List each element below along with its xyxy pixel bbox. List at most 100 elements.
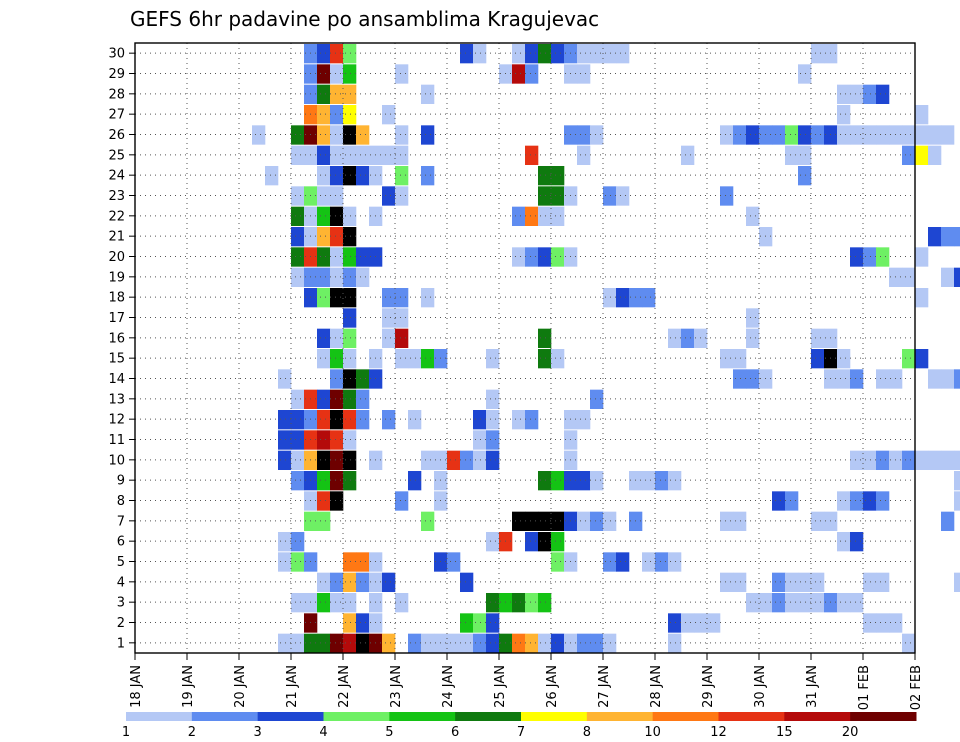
heatmap-cell xyxy=(291,389,305,409)
heatmap-cell xyxy=(486,389,500,409)
heatmap-cell xyxy=(278,410,292,430)
heatmap-cell xyxy=(304,84,318,104)
heatmap-cell xyxy=(343,430,357,450)
heatmap-cell xyxy=(603,511,617,531)
heatmap-cell xyxy=(681,328,695,348)
heatmap-cell xyxy=(343,227,357,247)
heatmap-cell xyxy=(837,369,851,389)
heatmap-cell xyxy=(577,44,591,64)
heatmap-cell xyxy=(304,206,318,226)
colorbar-label: 8 xyxy=(583,725,591,740)
heatmap-cell xyxy=(304,511,318,531)
heatmap-cell xyxy=(837,593,851,613)
heatmap-cell xyxy=(512,64,526,84)
heatmap-cell xyxy=(317,491,331,511)
heatmap-cell xyxy=(499,633,513,653)
heatmap-cell xyxy=(330,410,344,430)
heatmap-cell xyxy=(512,44,526,64)
colorbar-label: 10 xyxy=(644,725,661,740)
heatmap-cell xyxy=(291,145,305,165)
heatmap-cell xyxy=(811,511,825,531)
heatmap-cell xyxy=(733,125,747,145)
heatmap-cell xyxy=(616,552,630,572)
heatmap-cell xyxy=(395,64,409,84)
heatmap-cell xyxy=(837,349,851,369)
heatmap-cell xyxy=(343,267,357,287)
heatmap-cell xyxy=(382,288,396,308)
heatmap-cell xyxy=(915,247,929,267)
heatmap-cells xyxy=(252,44,960,653)
heatmap-cell xyxy=(954,450,960,470)
heatmap-cell xyxy=(941,369,955,389)
heatmap-cell xyxy=(941,125,955,145)
colorbar-label: 12 xyxy=(710,725,727,740)
heatmap-cell xyxy=(460,613,474,633)
heatmap-cell xyxy=(616,186,630,206)
heatmap-cell xyxy=(590,471,604,491)
heatmap-cell xyxy=(720,349,734,369)
heatmap-cell xyxy=(538,206,552,226)
heatmap-cell xyxy=(798,125,812,145)
x-tick-label: 29 JAN xyxy=(701,665,716,708)
heatmap-cell xyxy=(356,552,370,572)
colorbar-label: 3 xyxy=(254,725,262,740)
heatmap-cell xyxy=(681,613,695,633)
heatmap-cell xyxy=(304,450,318,470)
heatmap-cell xyxy=(915,125,929,145)
heatmap-cell xyxy=(343,44,357,64)
heatmap-cell xyxy=(824,511,838,531)
heatmap-cell xyxy=(317,247,331,267)
heatmap-cell xyxy=(590,633,604,653)
y-tick-label: 12 xyxy=(108,413,125,428)
heatmap-cell xyxy=(421,450,435,470)
heatmap-cell xyxy=(473,450,487,470)
y-tick-label: 25 xyxy=(108,148,125,163)
heatmap-cell xyxy=(538,349,552,369)
heatmap-cell xyxy=(317,349,331,369)
heatmap-cell xyxy=(642,288,656,308)
heatmap-cell xyxy=(317,64,331,84)
heatmap-cell xyxy=(876,491,890,511)
heatmap-cell xyxy=(473,633,487,653)
heatmap-cell xyxy=(538,247,552,267)
heatmap-cell xyxy=(408,471,422,491)
heatmap-cell xyxy=(447,450,461,470)
heatmap-cell xyxy=(616,44,630,64)
heatmap-cell xyxy=(603,44,617,64)
colorbar-swatch xyxy=(652,712,719,721)
heatmap-cell xyxy=(317,288,331,308)
heatmap-cell xyxy=(694,328,708,348)
colorbar-swatch xyxy=(455,712,522,721)
heatmap-cell xyxy=(395,349,409,369)
heatmap-cell xyxy=(564,511,578,531)
heatmap-cell xyxy=(577,511,591,531)
heatmap-cell xyxy=(577,64,591,84)
heatmap-cell xyxy=(369,572,383,592)
y-tick-label: 15 xyxy=(108,352,125,367)
heatmap-cell xyxy=(330,389,344,409)
heatmap-cell xyxy=(590,44,604,64)
heatmap-cell xyxy=(538,186,552,206)
heatmap-cell xyxy=(408,633,422,653)
heatmap-cell xyxy=(668,633,682,653)
heatmap-cell xyxy=(343,247,357,267)
heatmap-cell xyxy=(733,349,747,369)
heatmap-cell xyxy=(837,532,851,552)
heatmap-cell xyxy=(395,593,409,613)
heatmap-cell xyxy=(395,166,409,186)
heatmap-cell xyxy=(954,491,960,511)
heatmap-cell xyxy=(733,511,747,531)
heatmap-cell xyxy=(863,613,877,633)
heatmap-cell xyxy=(525,206,539,226)
heatmap-cell xyxy=(317,410,331,430)
colorbar-swatch xyxy=(586,712,654,721)
heatmap-cell xyxy=(551,511,565,531)
heatmap-cell xyxy=(473,410,487,430)
heatmap-cell xyxy=(356,145,370,165)
heatmap-cell xyxy=(876,450,890,470)
heatmap-cell xyxy=(330,125,344,145)
y-tick-label: 28 xyxy=(108,87,125,102)
heatmap-cell xyxy=(551,349,565,369)
heatmap-cell xyxy=(291,186,305,206)
heatmap-cell xyxy=(824,328,838,348)
